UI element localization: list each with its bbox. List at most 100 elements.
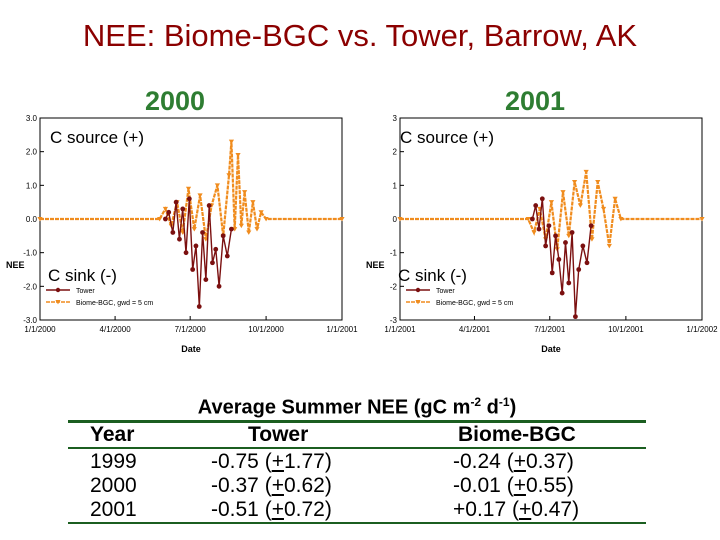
legend-biome-bgc-label: Biome-BGC, gwd = 5 cm [76,300,153,307]
tower-point [536,226,542,232]
c-source-label: C source (+) [50,128,144,147]
biome-bgc-point [571,179,578,185]
biome-bgc-point [589,237,595,242]
tower-point [559,290,565,296]
tower-point [177,236,182,242]
tower-point [190,267,196,272]
legend-tower-label: Tower [76,288,95,295]
tower-point [170,230,176,235]
biome-bgc-point [263,217,269,222]
series-tower-line [531,198,592,317]
tower-point [553,233,558,239]
biome-bgc-point [699,217,705,222]
table-cell-biome-bgc: +0.17 (+0.47) [453,498,580,521]
biome-bgc-point [37,217,43,222]
biome-bgc-point [525,217,531,222]
table-cell-biome-bgc: -0.01 (+0.55) [453,474,574,497]
biome-bgc-point [162,206,169,212]
table-title: Average Summer NEE (gC m-2 d-1) [197,395,517,419]
x-tick-label: 1/1/2000 [24,325,56,334]
tower-point [216,283,222,289]
tower-point [543,243,549,249]
c-sink-label: C sink (-) [398,266,467,285]
table-cell-tower: -0.51 (+0.72) [211,498,332,521]
biome-bgc-point [191,227,197,232]
tower-point [584,260,590,266]
biome-bgc-point [228,139,235,144]
tower-point [220,233,226,239]
table-cell-tower: -0.37 (+0.62) [211,474,332,497]
biome-bgc-point [185,186,192,192]
tower-point [556,257,562,262]
y-tick-label: 2 [393,148,398,157]
biome-bgc-point [258,210,264,215]
y-tick-label: -1 [390,249,398,258]
tower-point [566,280,572,286]
tower-point [224,253,230,259]
biome-bgc-point [238,223,244,229]
biome-bgc-point [242,190,248,195]
table-cell-tower: -0.75 (+1.77) [211,450,332,473]
biome-bgc-point [246,230,252,235]
biome-bgc-point [566,233,572,239]
x-tick-label: 10/1/2000 [248,325,284,334]
table-rule-top [68,420,646,423]
table-cell-year: 2001 [90,498,137,521]
biome-bgc-point [531,230,537,235]
table-header-year: Year [90,423,135,446]
tower-point [196,304,202,309]
tower-point [163,216,168,222]
tower-point [229,226,234,232]
x-axis-label: Date [181,344,201,354]
nee-chart-2000: 3.0 2.0 1.0 0.0 -1.0 -2.0 -3.0 1/1/2000 4/1/2000… [0,108,360,360]
tower-point [576,267,582,272]
tower-point [186,196,192,202]
tower-point [533,203,539,208]
y-tick-label: 0 [393,215,398,224]
tower-point [549,270,555,276]
tower-point [569,230,575,235]
tower-point [580,243,586,249]
table-rule-header [68,447,646,449]
biome-bgc-point [595,179,601,185]
y-tick-label: 3 [393,114,398,123]
biome-bgc-point [548,200,555,205]
tower-point [193,243,199,249]
biome-bgc-point [339,217,345,222]
tower-point [213,246,219,252]
legend-tower-marker [55,287,61,293]
summary-table: Average Summer NEE (gC m-2 d-1) Year Tow… [68,392,646,524]
y-axis-label: NEE [366,260,385,270]
tower-point [529,216,535,222]
y-tick-label: 3.0 [26,114,38,123]
c-sink-label: C sink (-) [48,266,117,285]
table-cell-biome-bgc: -0.24 (+0.37) [453,450,574,473]
y-tick-label: 2.0 [26,148,38,157]
x-tick-label: 1/1/2001 [326,325,358,334]
y-tick-label: -3 [390,316,398,325]
y-tick-label: -2.0 [23,282,37,291]
y-tick-label: -1.0 [23,249,37,258]
biome-bgc-point [600,206,607,212]
table-cell-year: 2000 [90,474,137,497]
tower-point [173,199,179,205]
year-label-2000: 2000 [145,86,206,116]
nee-chart-2001-svg: 3 2 1 0 -1 -2 -31/1/2001 4/1/2001 7/1/2001 10/1/2… [366,114,718,354]
tower-point [573,314,578,320]
biome-bgc-point [250,200,256,205]
biome-bgc-point [214,183,221,188]
x-tick-label: 7/1/2000 [175,325,207,334]
y-axis-label: NEE [6,260,25,270]
tower-point [206,203,212,208]
biome-bgc-point [583,169,589,175]
nee-chart-2000-svg: 3.0 2.0 1.0 0.0 -1.0 -2.0 -3.01/1/2000 4/1/2000… [6,114,358,354]
slide-title: NEE: Biome-BGC vs. Tower, Barrow, AK [82,18,638,53]
legend-biome-bgc-marker [55,300,61,305]
tower-point [546,223,552,229]
legend-biome-bgc-label: Biome-BGC, gwd = 5 cm [436,300,513,307]
tower-point [203,277,209,282]
c-source-label: C source (+) [400,128,494,147]
x-tick-label: 10/1/2001 [608,325,644,334]
biome-bgc-point [226,173,232,178]
x-tick-label: 1/1/2001 [384,325,416,334]
